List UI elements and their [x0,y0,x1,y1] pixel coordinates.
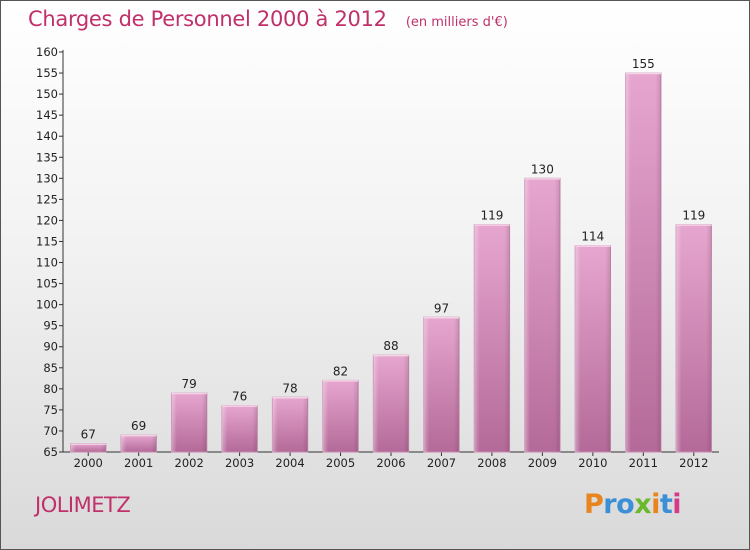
bar-shading [221,405,258,452]
data-label: 69 [131,419,146,433]
data-label: 76 [232,390,247,404]
y-tick-label: 80 [43,382,58,396]
bar-shading [676,224,712,452]
brand-letter: t [659,489,673,520]
y-tick-label: 150 [36,87,58,101]
x-tick-label: 2011 [629,456,658,470]
data-label: 130 [531,162,554,176]
chart-subtitle: (en milliers d'€) [405,15,508,30]
y-tick-label: 120 [36,213,58,227]
data-label: 88 [383,339,398,353]
data-label: 78 [282,381,297,395]
x-tick-label: 2004 [275,456,304,470]
data-label: 114 [581,230,604,244]
data-label: 119 [480,209,503,223]
y-tick-label: 65 [43,445,58,459]
x-tick-label: 2002 [175,456,204,470]
brand-letter: r [603,489,617,520]
x-tick-label: 2000 [74,456,103,470]
bar-shading [272,397,308,452]
y-tick-label: 155 [36,66,58,80]
bar-shading [171,393,207,452]
bars [70,72,712,453]
bar-shading [423,317,460,452]
y-tick-label: 105 [36,277,58,291]
brand-letter: i [651,489,660,520]
y-tick-label: 70 [43,424,58,438]
brand-letter: o [616,489,635,520]
x-axis: 2000 2001 2002 2003 2004 2005 2006 2007 2008 2009… [63,451,719,470]
x-tick-label: 2009 [528,456,557,470]
x-tick-label: 2007 [427,456,456,470]
data-label: 82 [333,364,348,378]
y-tick-label: 160 [36,45,58,59]
chart-title-block: Charges de Personnel 2000 à 2012 (en mil… [28,7,508,31]
brand-logo[interactable]: Proxiti [584,489,682,520]
y-tick-label: 75 [43,403,58,417]
x-tick-label: 2006 [376,456,405,470]
x-tick-label: 2005 [326,456,355,470]
x-tick-label: 2010 [578,456,607,470]
bar-shading [474,224,510,452]
y-tick-label: 110 [36,256,58,270]
brand-letter: x [634,489,652,520]
y-tick-label: 130 [36,171,58,185]
y-tick-label: 135 [36,150,58,164]
y-tick-label: 90 [43,340,58,354]
y-tick-label: 145 [36,108,58,122]
bar-shading [70,443,106,452]
bar-shading [625,73,661,452]
x-tick-label: 2012 [679,456,708,470]
bar-shading [322,380,359,452]
y-axis: 65 70 75 80 85 90 95 100 105 110 115 120 125 130 135 14… [36,45,64,459]
y-tick-label: 125 [36,192,58,206]
y-tick-label: 140 [36,129,58,143]
commune-name: JOLIMETZ [35,493,131,517]
y-tick-label: 95 [43,319,58,333]
y-tick-label: 100 [36,298,58,312]
data-label: 155 [632,57,655,71]
brand-letter: P [584,489,604,520]
data-label: 67 [81,428,96,442]
bar-shading [121,435,157,452]
bar-shading [373,355,409,452]
x-tick-label: 2001 [124,456,153,470]
data-labels: 67 69 79 76 78 82 88 97 119 130 114 155 119 [81,57,706,442]
bar-shading [524,178,561,452]
x-tick-label: 2008 [477,456,506,470]
x-tick-label: 2003 [225,456,254,470]
chart-title: Charges de Personnel 2000 à 2012 [28,7,387,31]
brand-letter: i [672,489,682,520]
y-tick-label: 85 [43,361,58,375]
data-label: 119 [682,209,705,223]
data-label: 97 [434,301,449,315]
data-label: 79 [182,377,197,391]
y-tick-label: 115 [36,234,58,248]
bar-shading [575,245,611,452]
